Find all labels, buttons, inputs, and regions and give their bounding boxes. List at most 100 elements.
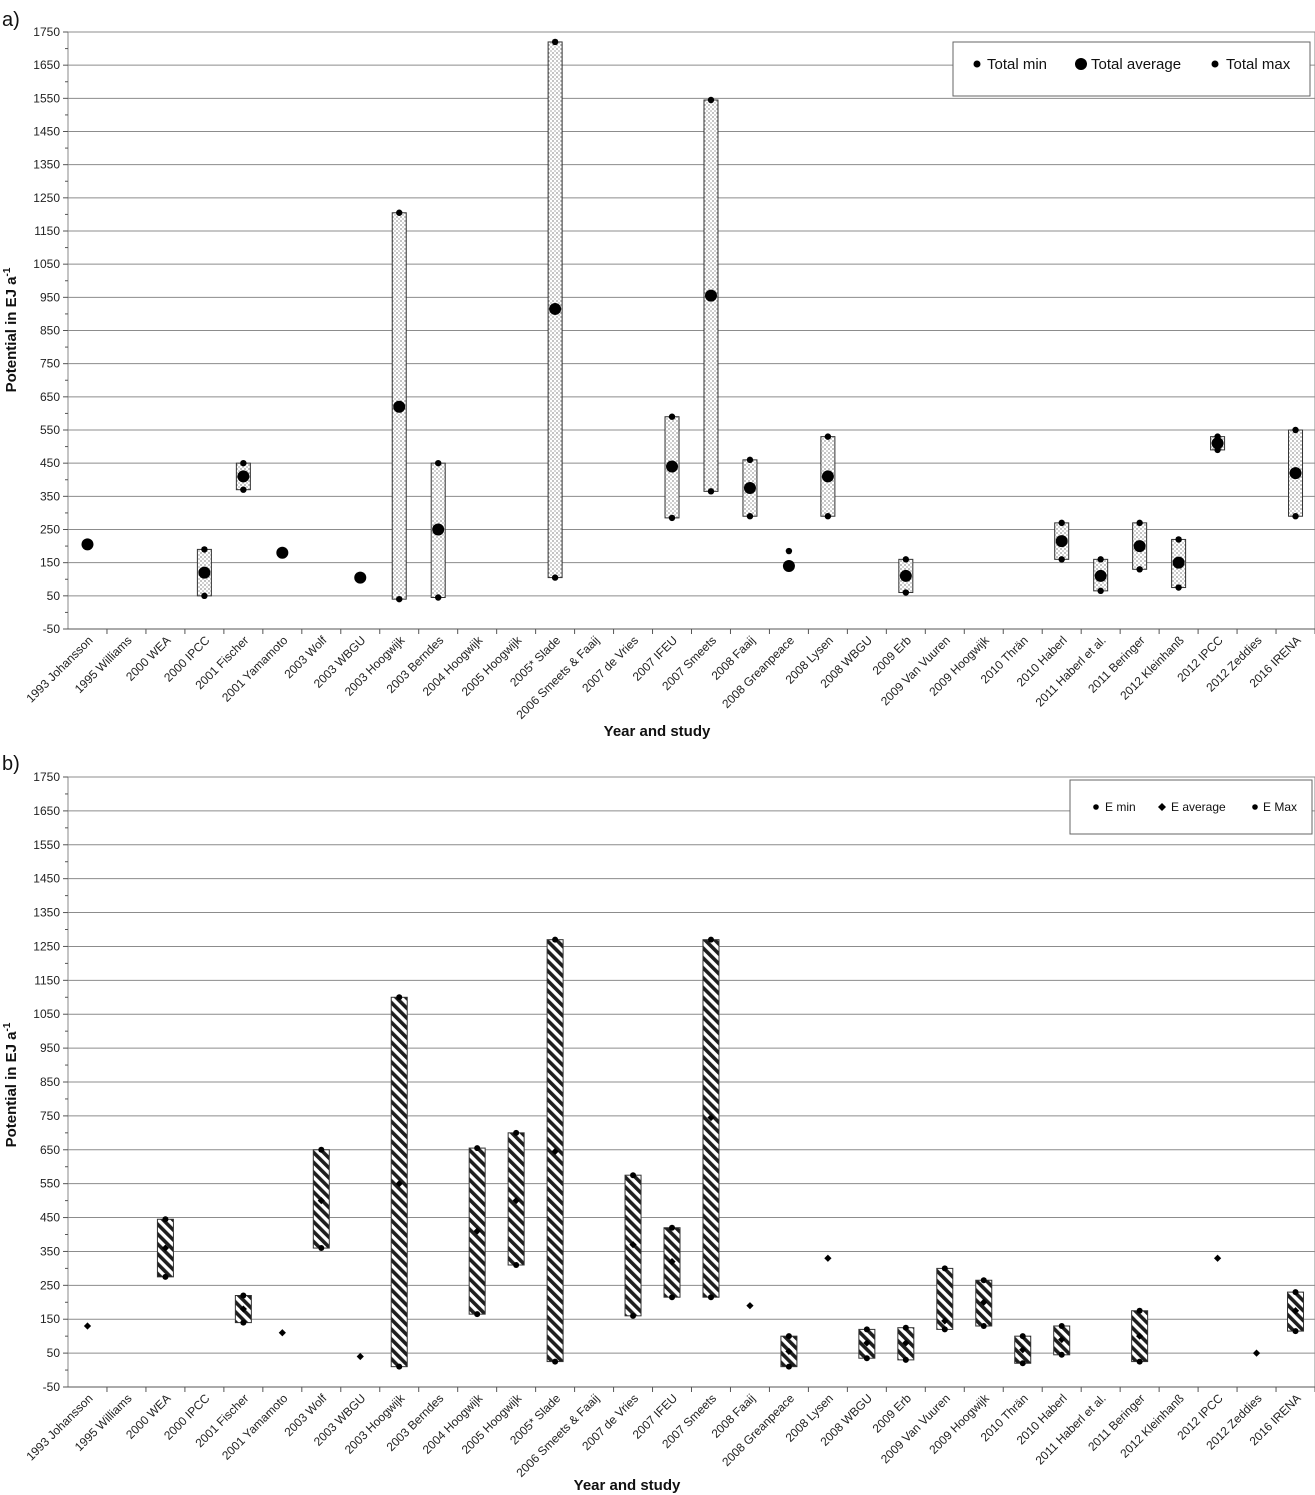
legend-e-average-label: E average [1171, 800, 1226, 814]
panel-b-y-tick-label: 1750 [33, 770, 60, 784]
panel-b-average-marker-2011-beringer [1136, 1332, 1144, 1340]
panel-a-average-marker-1993-johansson [81, 538, 94, 551]
panel-b-y-ticks: -50 50 150 250 350 450 550 650 750 850 950 1050 1150… [33, 770, 68, 1394]
panel-b-max-marker-2009-erb [902, 1324, 909, 1331]
legend-total-min-marker [973, 60, 981, 68]
panel-a-y-tick-label: 750 [40, 357, 60, 371]
panel-b-average-marker-2003-wolf [317, 1197, 325, 1205]
panel-a-y-tick-label: 1250 [33, 191, 60, 205]
panel-b-y-tick-label: 750 [40, 1109, 60, 1123]
panel-a-label: a) [2, 9, 20, 31]
panel-a-y-tick-label: 1050 [33, 257, 60, 271]
panel-b-y-tick-label: 50 [47, 1346, 61, 1360]
panel-b-y-axis-title-sup: -1 [2, 1022, 13, 1031]
panel-a-min-marker-2010-haberl [1058, 556, 1065, 563]
panel-a-average-marker-2012-kleinhan [1172, 556, 1185, 569]
panel-b-y-axis-title-main: Potential in EJ a [3, 1031, 20, 1148]
panel-a-y-axis-title-sup: -1 [2, 267, 13, 276]
panel-a-average-marker-2000-ipcc [198, 566, 211, 579]
panel-b-average-marker-2001-yamamoto [278, 1329, 286, 1337]
panel-b-max-marker-2007-de-vries [630, 1172, 637, 1179]
legend-total-average-marker [1075, 58, 1087, 70]
panel-b-min-marker-2003-wolf [318, 1245, 325, 1252]
panel-a-average-marker-2003-wbgu [354, 571, 367, 584]
panel-a-min-marker-2007-ifeu [668, 514, 676, 522]
panel-b-max-marker-2008-wbgu [863, 1326, 870, 1333]
legend-total-average-label: Total average [1091, 56, 1181, 73]
panel-b-legend-box [1069, 779, 1313, 835]
panel-b-min-marker-2011-beringer [1136, 1358, 1143, 1365]
panel-a-max-marker-2012-kleinhan [1175, 536, 1182, 543]
panel-b-y-tick-label: 150 [40, 1312, 60, 1326]
panel-b-category-label-2011-haberl-et-al: 2011 Haberl et al. [1033, 1391, 1109, 1467]
panel-a-average-marker-2009-erb [899, 569, 912, 582]
panel-b-min-marker-2007-de-vries [630, 1312, 637, 1319]
panel-b-y-tick-label: 1350 [33, 906, 60, 920]
panel-b-average-marker-2012-ipcc [1213, 1254, 1222, 1262]
panel-b-min-marker-2005-slade [552, 1358, 559, 1365]
panel-a-category-label-1993-johansson: 1993 Johansson [23, 633, 95, 705]
panel-a-y-tick-label: 850 [40, 324, 60, 338]
panel-b-gridlines [68, 776, 1315, 1388]
panel-a-average-marker-2011-haberl-et-al [1094, 569, 1107, 582]
panel-b-average-marker-1993-johansson [83, 1322, 92, 1330]
panel-a-average-marker-2001-fischer [237, 470, 250, 483]
panel-a-category-label-2008-greanpeace: 2008 Greanpeace [719, 633, 797, 711]
panel-a-min-marker-2001-fischer [240, 486, 247, 493]
panel-a-max-marker-2008-greanpeace [785, 547, 793, 555]
panel-a-average-marker-2008-greanpeace [782, 559, 795, 572]
panel-b-max-marker-2005-hoogwijk [513, 1129, 520, 1136]
panel-b-max-marker-2007-ifeu [669, 1224, 676, 1231]
panel-b-max-marker-2011-beringer [1136, 1307, 1143, 1314]
panel-b-min-marker-2010-haberl [1058, 1351, 1065, 1358]
panel-a-legend-box [952, 41, 1311, 97]
legend-total-max-label: Total max [1226, 56, 1291, 73]
legend-e-min-marker [1093, 804, 1099, 810]
panel-b-max-marker-2007-smeets [707, 936, 714, 943]
panel-b-y-tick-label: 550 [40, 1177, 60, 1191]
panel-a-min-marker-2007-smeets [707, 488, 715, 495]
legend-e-max-marker [1252, 804, 1258, 810]
panel-a-max-marker-2005-slade [551, 38, 559, 46]
panel-a-average-marker-2003-hoogwijk [393, 400, 406, 413]
panel-a-y-ticks: -50 50 150 250 350 450 550 650 750 850 950 1050 1150… [33, 25, 68, 636]
panel-a-y-tick-label: 1650 [33, 58, 60, 72]
panel-a-average-marker-2011-beringer [1133, 540, 1146, 553]
panel-a-average-marker-2012-ipcc [1211, 437, 1224, 450]
panel-b-y-tick-label: 1450 [33, 872, 60, 886]
panel-a-y-tick-label: 1350 [33, 158, 60, 172]
panel-b: b) -50 50 150 250 350 450 550 650 750 850 950 1050 1… [2, 753, 1315, 1494]
panel-b-min-marker-2009-hoogwijk [980, 1323, 987, 1329]
panel-a-min-marker-2012-kleinhan [1175, 584, 1182, 591]
panel-b-y-tick-label: 250 [40, 1278, 60, 1292]
panel-b-max-marker-2008-greanpeace [785, 1333, 792, 1340]
panel-a-max-marker-2011-haberl-et-al [1097, 556, 1104, 563]
panel-b-max-marker-2003-wolf [318, 1146, 325, 1153]
panel-a-max-marker-2007-ifeu [668, 413, 676, 420]
panel-b-max-marker-2005-slade [552, 936, 559, 943]
panel-a-average-marker-2005-slade [549, 302, 562, 315]
legend-e-min-label: E min [1105, 800, 1136, 814]
panel-b-y-tick-label: 1650 [33, 804, 60, 818]
panel-a-average-marker-2008-lysen [821, 470, 834, 483]
panel-a-x-axis-title: Year and study [604, 723, 711, 740]
panel-b-label: b) [2, 753, 20, 775]
panel-b-y-tick-label: 450 [40, 1211, 60, 1225]
panel-b-y-tick-label: 350 [40, 1244, 60, 1258]
panel-b-min-marker-2008-wbgu [863, 1355, 870, 1362]
panel-a-average-marker-2016-irena [1289, 467, 1302, 480]
panel-a-category-label-2011-haberl-et-al: 2011 Haberl et al. [1033, 633, 1109, 709]
panel-a-max-marker-2007-smeets [707, 96, 715, 104]
panel-b-max-marker-2010-haberl [1058, 1323, 1065, 1329]
panel-b-average-marker-2008-greanpeace [785, 1347, 793, 1356]
panel-b-min-marker-2001-fischer [240, 1319, 247, 1326]
panel-a-y-axis-title-main: Potential in EJ a [3, 276, 20, 393]
panel-b-min-marker-2007-ifeu [669, 1294, 676, 1301]
panel-b-min-marker-2009-erb [902, 1356, 909, 1363]
panel-b-average-marker-2003-wbgu [356, 1352, 364, 1361]
panel-a-min-marker-2008-faaij [746, 513, 754, 520]
panel-b-min-marker-2005-hoogwijk [513, 1262, 520, 1268]
panel-b-x-axis-title: Year and study [574, 1477, 681, 1494]
panel-b-average-marker-2009-hoogwijk [980, 1298, 988, 1306]
